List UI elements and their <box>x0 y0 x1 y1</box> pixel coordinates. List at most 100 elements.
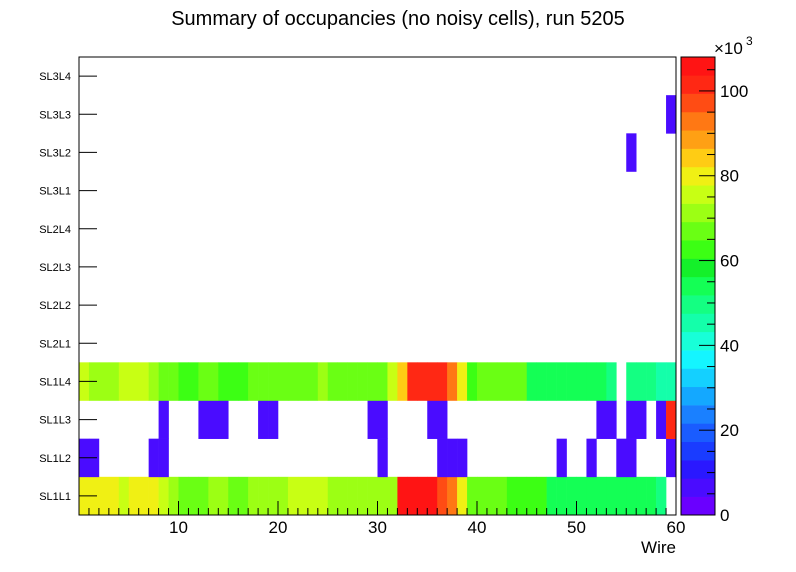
heatmap-cell <box>516 476 528 516</box>
heatmap-cell <box>407 362 418 401</box>
colorbar-segment <box>681 240 715 259</box>
heatmap-cell <box>576 362 587 401</box>
heatmap-cell <box>377 400 388 439</box>
heatmap-cell <box>307 476 319 516</box>
heatmap-cell <box>556 438 567 478</box>
heatmap-cell <box>606 362 617 401</box>
heatmap-cell <box>566 362 577 401</box>
heatmap-cell <box>128 476 139 516</box>
heatmap-cell <box>437 362 448 401</box>
heatmap-cell <box>636 362 647 401</box>
heatmap-cell <box>198 476 209 516</box>
y-tick-label: SL3L1 <box>39 186 71 198</box>
heatmap-cell <box>228 476 239 516</box>
heatmap-cell <box>337 362 348 401</box>
heatmap-cell <box>457 476 468 516</box>
colorbar-segment <box>681 423 715 443</box>
heatmap-cell <box>437 400 448 439</box>
heatmap-cell <box>606 476 617 516</box>
z-tick-label: 80 <box>720 167 739 186</box>
heatmap-cell <box>506 476 518 516</box>
heatmap-cell <box>188 362 199 401</box>
heatmap-cell <box>427 362 438 401</box>
heatmap-cell <box>268 476 279 516</box>
heatmap-cell <box>596 362 607 401</box>
heatmap-cell <box>238 476 249 516</box>
heatmap-cell <box>387 476 398 516</box>
heatmap-cell <box>367 400 378 439</box>
heatmap-cell <box>666 95 677 134</box>
heatmap-cell <box>238 362 249 401</box>
heatmap-cell <box>377 362 388 401</box>
x-tick-label: 50 <box>567 518 586 537</box>
heatmap-cell <box>616 476 627 516</box>
heatmap-cell <box>98 362 110 401</box>
heatmap-cell <box>168 476 179 516</box>
heatmap-cell <box>98 476 110 516</box>
heatmap-cell <box>337 476 348 516</box>
heatmap-cell <box>556 476 567 516</box>
y-tick-label: SL1L1 <box>39 491 71 503</box>
heatmap-cell <box>377 438 388 478</box>
heatmap-cell <box>427 476 438 516</box>
x-axis-label: Wire <box>641 538 676 557</box>
chart-title: Summary of occupancies (no noisy cells),… <box>171 8 625 30</box>
heatmap-cell <box>158 362 169 401</box>
heatmap-cell <box>526 476 537 516</box>
heatmap-cell <box>198 400 209 439</box>
x-tick-label: 10 <box>169 518 188 537</box>
heatmap-cell <box>437 476 448 516</box>
heatmap-cell <box>626 133 637 172</box>
colorbar-segment <box>681 405 715 424</box>
heatmap-cell <box>496 476 508 516</box>
heatmap-cell <box>546 362 557 401</box>
heatmap-cell <box>387 362 398 401</box>
z-tick-label: 20 <box>720 421 739 440</box>
heatmap-cell <box>496 362 508 401</box>
heatmap-cell <box>248 362 259 401</box>
heatmap-cell <box>218 476 229 516</box>
colorbar-segment <box>681 93 715 113</box>
heatmap-cell <box>347 362 358 401</box>
heatmap-cell <box>626 476 637 516</box>
heatmap-cell <box>666 438 677 478</box>
heatmap-cell <box>566 476 577 516</box>
colorbar-segment <box>681 185 715 204</box>
heatmap-cell <box>586 362 597 401</box>
heatmap-cell <box>447 438 458 478</box>
heatmap-cell <box>198 362 209 401</box>
heatmap-cell <box>188 476 199 516</box>
colorbar-segment <box>681 111 715 131</box>
heatmap-cell <box>278 362 289 401</box>
heatmap-cell <box>357 476 368 516</box>
heatmap-cell <box>268 362 279 401</box>
heatmap-cell <box>536 362 547 401</box>
colorbar-segment <box>681 258 715 278</box>
z-tick-label: 100 <box>720 82 748 101</box>
heatmap-cell <box>437 438 448 478</box>
y-tick-label: SL3L4 <box>39 71 71 83</box>
heatmap-cell <box>447 362 458 401</box>
heatmap-cell <box>486 362 498 401</box>
heatmap-cell <box>148 476 159 516</box>
heatmap-cell <box>158 438 169 478</box>
heatmap-cell <box>576 476 587 516</box>
heatmap-cell <box>158 400 169 439</box>
colorbar-segment <box>681 460 715 479</box>
heatmap-cell <box>516 362 528 401</box>
heatmap-cell <box>427 400 438 439</box>
heatmap-cell <box>278 476 289 516</box>
y-tick-label: SL3L2 <box>39 147 71 159</box>
heatmap-cell <box>327 476 338 516</box>
heatmap-cell <box>297 362 309 401</box>
x-tick-label: 20 <box>269 518 288 537</box>
heatmap-cell <box>636 476 647 516</box>
heatmap-cell <box>596 476 607 516</box>
heatmap-cell <box>138 362 149 401</box>
heatmap-cell <box>656 400 667 439</box>
heatmap-cell <box>397 476 408 516</box>
heatmap-cell <box>626 400 637 439</box>
heatmap-cell <box>407 476 418 516</box>
heatmap-cell <box>586 438 597 478</box>
colorbar-segment <box>681 221 715 241</box>
